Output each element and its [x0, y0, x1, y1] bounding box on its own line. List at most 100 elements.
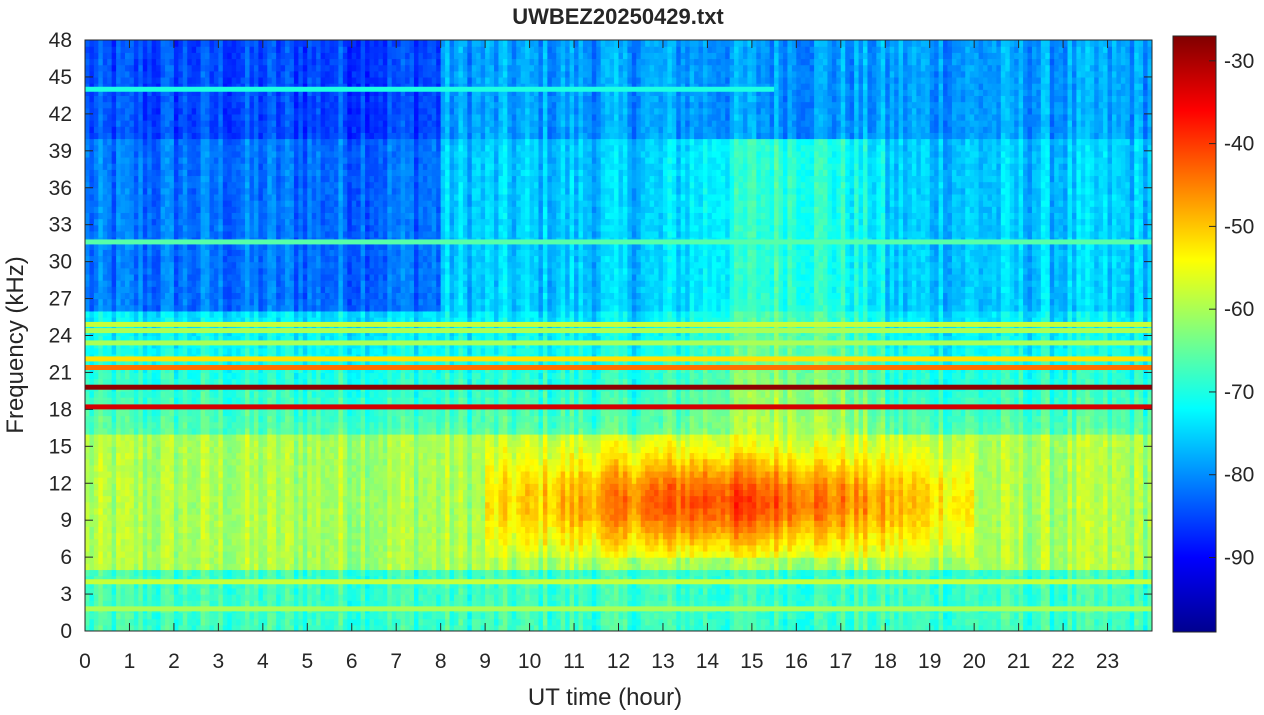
heatmap-cell: [285, 132, 291, 140]
heatmap-cell: [276, 95, 282, 103]
heatmap-cell: [205, 64, 211, 72]
heatmap-cell: [196, 440, 202, 447]
heatmap-cell: [311, 483, 317, 491]
heatmap-cell: [111, 538, 117, 546]
heatmap-cell: [165, 113, 171, 121]
heatmap-cell: [196, 520, 202, 527]
heatmap-cell: [107, 298, 113, 306]
heatmap-cell: [311, 181, 317, 189]
heatmap-cell: [289, 224, 295, 232]
heatmap-cell: [240, 532, 246, 540]
heatmap-cell: [218, 101, 224, 109]
heatmap-cell: [227, 397, 233, 404]
heatmap-cell: [240, 255, 246, 263]
heatmap-cell: [120, 587, 126, 595]
heatmap-cell: [125, 390, 131, 398]
heatmap-cell: [173, 520, 179, 527]
heatmap-cell: [307, 113, 313, 121]
heatmap-cell: [249, 52, 255, 60]
heatmap-cell: [289, 587, 295, 595]
heatmap-cell: [147, 434, 153, 441]
heatmap-cell: [151, 273, 157, 281]
heatmap-cell: [213, 550, 219, 558]
heatmap-cell: [200, 317, 206, 324]
heatmap-cell: [249, 64, 255, 72]
heatmap-cell: [89, 113, 95, 121]
heatmap-cell: [187, 156, 193, 164]
heatmap-cell: [213, 206, 219, 213]
heatmap-cell: [253, 477, 259, 484]
heatmap-cell: [116, 310, 122, 318]
heatmap-cell: [258, 390, 264, 398]
heatmap-cell: [120, 138, 126, 146]
heatmap-cell: [85, 89, 91, 97]
heatmap-cell: [205, 520, 211, 527]
heatmap-cell: [258, 286, 264, 294]
heatmap-cell: [253, 206, 259, 213]
heatmap-cell: [253, 514, 259, 521]
heatmap-cell: [262, 520, 268, 527]
heatmap-cell: [316, 624, 322, 631]
heatmap-cell: [111, 206, 117, 213]
heatmap-cell: [120, 514, 126, 521]
heatmap-cell: [98, 434, 104, 441]
heatmap-cell: [307, 458, 313, 466]
heatmap-cell: [249, 440, 255, 447]
heatmap-cell: [311, 390, 317, 398]
heatmap-cell: [245, 612, 251, 620]
heatmap-cell: [289, 563, 295, 571]
heatmap-cell: [138, 107, 144, 115]
heatmap-cell: [307, 600, 313, 607]
heatmap-cell: [102, 360, 108, 367]
heatmap-cell: [160, 624, 166, 631]
heatmap-cell: [93, 452, 99, 460]
heatmap-cell: [173, 532, 179, 540]
heatmap-cell: [107, 224, 113, 232]
heatmap-cell: [249, 138, 255, 146]
heatmap-cell: [271, 624, 277, 631]
heatmap-cell: [107, 446, 113, 454]
heatmap-cell: [89, 95, 95, 103]
heatmap-cell: [236, 46, 242, 53]
heatmap-cell: [142, 169, 148, 177]
heatmap-cell: [85, 335, 91, 343]
heatmap-cell: [245, 624, 251, 631]
heatmap-cell: [93, 212, 99, 220]
heatmap-cell: [258, 458, 264, 466]
heatmap-cell: [271, 132, 277, 140]
heatmap-cell: [213, 600, 219, 607]
heatmap-cell: [187, 212, 193, 220]
heatmap-cell: [231, 600, 237, 607]
heatmap-cell: [236, 557, 242, 564]
heatmap-cell: [89, 587, 95, 595]
heatmap-cell: [293, 46, 299, 53]
heatmap-cell: [173, 126, 179, 133]
heatmap-cell: [222, 452, 228, 460]
heatmap-cell: [116, 126, 122, 133]
heatmap-cell: [258, 538, 264, 546]
heatmap-cell: [231, 132, 237, 140]
heatmap-cell: [129, 58, 135, 66]
heatmap-cell: [93, 360, 99, 367]
heatmap-cell: [271, 181, 277, 189]
heatmap-cell: [311, 70, 317, 78]
heatmap-cell: [200, 581, 206, 589]
heatmap-cell: [302, 273, 308, 281]
heatmap-cell: [267, 120, 273, 127]
heatmap-cell: [205, 144, 211, 152]
heatmap-cell: [205, 292, 211, 300]
heatmap-cell: [125, 95, 131, 103]
heatmap-cell: [307, 144, 313, 152]
heatmap-cell: [285, 243, 291, 250]
heatmap-cell: [240, 126, 246, 133]
heatmap-cell: [142, 70, 148, 78]
heatmap-cell: [147, 169, 153, 177]
heatmap-cell: [289, 76, 295, 84]
heatmap-cell: [240, 446, 246, 454]
heatmap-cell: [200, 267, 206, 275]
heatmap-cell: [102, 58, 108, 66]
heatmap-cell: [253, 113, 259, 121]
heatmap-cell: [298, 544, 304, 552]
heatmap-cell: [178, 575, 184, 583]
heatmap-cell: [142, 224, 148, 232]
